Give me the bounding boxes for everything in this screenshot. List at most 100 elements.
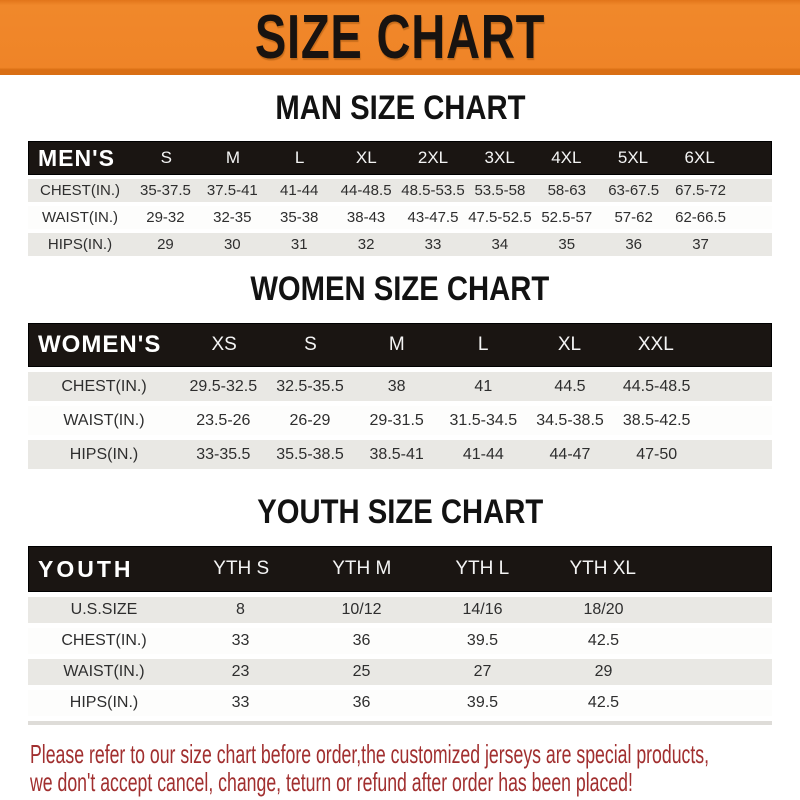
table-cell: 35.5-38.5 bbox=[276, 445, 344, 463]
table-cell: 44-48.5 bbox=[340, 182, 392, 199]
table-row: CHEST(IN.) 33 36 39.5 42.5 bbox=[28, 628, 772, 654]
table-cell: XL bbox=[355, 148, 377, 167]
row-label: HIPS(IN.) bbox=[69, 445, 139, 463]
women-section-title-text: WOMEN SIZE CHART bbox=[250, 270, 550, 308]
table-row: CHEST(IN.) 29.5-32.5 32.5-35.5 38 41 44.5 44.5… bbox=[28, 372, 772, 401]
table-cell: YTH XL bbox=[569, 558, 637, 579]
women-section-title: WOMEN SIZE CHART bbox=[0, 272, 800, 306]
man-section-title: MAN SIZE CHART bbox=[0, 91, 800, 125]
table-cell: 53.5-58 bbox=[474, 182, 526, 199]
table-cell: 34 bbox=[491, 236, 509, 253]
table-cell: XS bbox=[211, 334, 237, 355]
table-cell: 38.5-41 bbox=[369, 445, 424, 463]
table-cell: 8 bbox=[236, 601, 245, 618]
table-cell: S bbox=[160, 148, 172, 167]
table-row: HIPS(IN.) 29 30 31 32 33 34 35 36 37 bbox=[28, 233, 772, 256]
table-cell: 33 bbox=[231, 694, 250, 711]
footer-disclaimer: Please refer to our size chart before or… bbox=[30, 740, 800, 796]
man-section-title-text: MAN SIZE CHART bbox=[274, 89, 526, 127]
table-cell: 39.5 bbox=[466, 632, 499, 649]
table-cell: 37 bbox=[692, 236, 709, 253]
table-cell: 57-62 bbox=[614, 209, 653, 226]
row-label: WAIST(IN.) bbox=[63, 663, 145, 680]
row-label: U.S.SIZE bbox=[70, 601, 138, 618]
table-cell: 33 bbox=[424, 236, 442, 253]
table-cell: 29 bbox=[157, 236, 174, 253]
table-cell: 23.5-26 bbox=[196, 411, 251, 429]
table-cell: 35-37.5 bbox=[140, 182, 191, 199]
table-cell: 43-47.5 bbox=[407, 209, 459, 226]
table-cell: 41-44 bbox=[462, 445, 504, 463]
table-cell: 58-63 bbox=[547, 182, 586, 199]
table-cell: 36 bbox=[352, 694, 371, 711]
table-cell: 32 bbox=[357, 236, 375, 253]
table-cell: L bbox=[477, 334, 489, 355]
table-header-row: WOMEN'S XS S M L XL XXL bbox=[28, 323, 772, 367]
table-row: WAIST(IN.) 23 25 27 29 bbox=[28, 659, 772, 685]
table-row: WAIST(IN.) 29-32 32-35 35-38 38-43 43-47.5 47.… bbox=[28, 206, 772, 229]
footer-disclaimer-line-1: Please refer to our size chart before or… bbox=[30, 739, 710, 769]
table-cell: 44-47 bbox=[549, 445, 591, 463]
table-cell: 29.5-32.5 bbox=[189, 377, 258, 395]
table-cell: 31 bbox=[290, 236, 308, 253]
table-cell: 35-38 bbox=[280, 209, 319, 226]
table-cell: 52.5-57 bbox=[541, 209, 593, 226]
table-cell: 18/20 bbox=[583, 601, 624, 618]
table-cell: 36 bbox=[625, 236, 642, 253]
table-cell: 37.5-41 bbox=[206, 182, 258, 199]
table-cell: M bbox=[388, 334, 405, 355]
table-cell: 34.5-38.5 bbox=[536, 411, 604, 429]
row-label: HIPS(IN.) bbox=[69, 694, 139, 711]
row-label: MEN'S bbox=[38, 144, 115, 171]
table-cell: 38-43 bbox=[346, 209, 386, 226]
row-label: CHEST(IN.) bbox=[61, 632, 147, 649]
row-label: WAIST(IN.) bbox=[41, 209, 119, 226]
youth-section-title-text: YOUTH SIZE CHART bbox=[257, 493, 543, 531]
table-cell: 42.5 bbox=[587, 632, 620, 649]
row-label: CHEST(IN.) bbox=[40, 182, 120, 199]
table-cell: 33-35.5 bbox=[196, 445, 251, 463]
table-cell: 67.5-72 bbox=[675, 182, 726, 199]
table-cell: M bbox=[225, 148, 241, 167]
men-size-table: MEN'S S M L XL 2XL 3XL 4XL 5XL 6XL CHEST(IN.) 35-37… bbox=[28, 141, 772, 256]
table-cell: 47-50 bbox=[636, 445, 678, 463]
table-cell: S bbox=[304, 334, 317, 355]
row-label: YOUTH bbox=[38, 555, 134, 582]
table-cell: 35 bbox=[558, 236, 576, 253]
table-cell: 47.5-52.5 bbox=[468, 209, 532, 226]
table-cell: 30 bbox=[223, 236, 241, 253]
row-label: CHEST(IN.) bbox=[61, 377, 147, 395]
table-cell: 27 bbox=[473, 663, 492, 680]
banner-title: SIZE CHART bbox=[254, 2, 546, 72]
table-cell: XL bbox=[557, 334, 582, 355]
table-cell: 14/16 bbox=[462, 601, 503, 618]
table-cell: YTH S bbox=[213, 558, 270, 579]
table-cell: 23 bbox=[231, 663, 250, 680]
table-cell: 32-35 bbox=[213, 209, 252, 226]
row-label: WAIST(IN.) bbox=[63, 411, 145, 429]
table-cell: 38.5-42.5 bbox=[622, 411, 691, 429]
table-row: CHEST(IN.) 35-37.5 37.5-41 41-44 44-48.5 48.5… bbox=[28, 179, 772, 202]
table-cell: 10/12 bbox=[341, 601, 382, 618]
table-row: WAIST(IN.) 23.5-26 26-29 29-31.5 31.5-34.5 34… bbox=[28, 406, 772, 435]
youth-table-bottom-divider bbox=[28, 721, 772, 725]
footer-disclaimer-line-2: we don't accept cancel, change, teturn o… bbox=[30, 767, 633, 797]
table-cell: 38 bbox=[387, 377, 406, 395]
table-row: HIPS(IN.) 33 36 39.5 42.5 bbox=[28, 690, 772, 716]
table-row: HIPS(IN.) 33-35.5 35.5-38.5 38.5-41 41-44 44-… bbox=[28, 440, 772, 469]
table-cell: 48.5-53.5 bbox=[401, 182, 465, 199]
table-cell: 44.5 bbox=[554, 377, 586, 395]
table-cell: 29-32 bbox=[146, 209, 185, 226]
row-label: WOMEN'S bbox=[38, 331, 162, 358]
size-chart-banner: SIZE CHART bbox=[0, 0, 800, 75]
table-cell: 62-66.5 bbox=[675, 209, 726, 226]
table-cell: 3XL bbox=[484, 148, 515, 167]
table-cell: 33 bbox=[231, 632, 250, 649]
youth-section-title: YOUTH SIZE CHART bbox=[0, 495, 800, 529]
table-cell: 25 bbox=[352, 663, 371, 680]
table-row: U.S.SIZE 8 10/12 14/16 18/20 bbox=[28, 597, 772, 623]
table-cell: 44.5-48.5 bbox=[622, 377, 691, 395]
table-cell: 6XL bbox=[684, 148, 715, 167]
youth-size-table: YOUTH YTH S YTH M YTH L YTH XL U.S.SIZE 8 10/12… bbox=[28, 546, 772, 716]
table-header-row: MEN'S S M L XL 2XL 3XL 4XL 5XL 6XL bbox=[28, 141, 772, 175]
